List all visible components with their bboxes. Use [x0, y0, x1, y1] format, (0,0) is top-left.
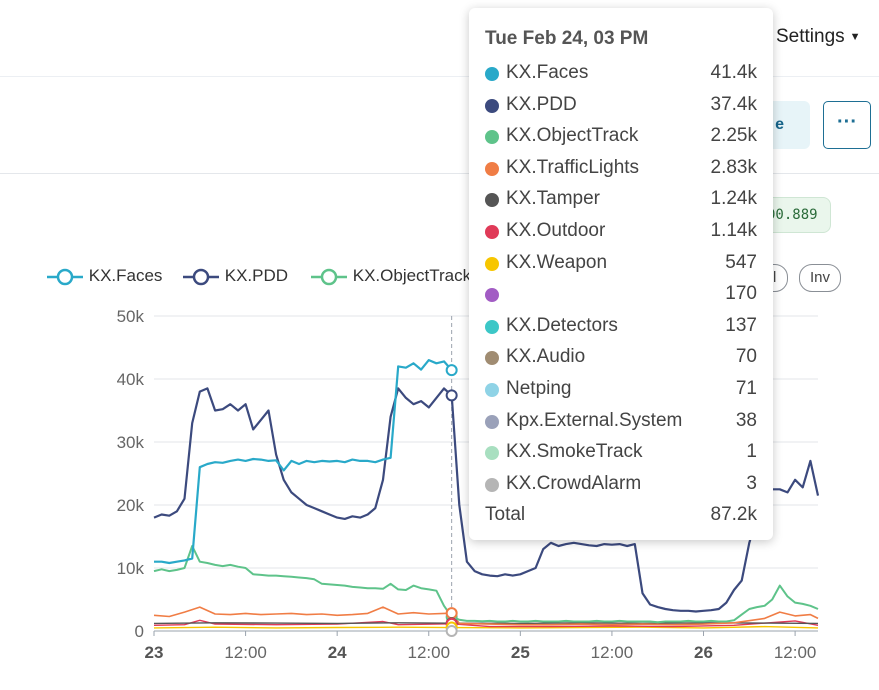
tooltip-row: KX.Outdoor 1.14k — [485, 218, 757, 248]
tooltip-row: KX.PDD 37.4k — [485, 92, 757, 122]
tooltip-row: KX.Weapon 547 — [485, 250, 757, 280]
tooltip-series-name: KX.Tamper — [506, 188, 600, 210]
series-color-dot — [485, 130, 499, 145]
tooltip-row: KX.TrafficLights 2.83k — [485, 155, 757, 185]
tooltip-series-name: KX.ObjectTrack — [506, 125, 639, 147]
x-tick-label: 26 — [694, 643, 713, 662]
x-tick-label: 12:00 — [407, 643, 450, 662]
more-options-button[interactable]: ··· — [823, 101, 871, 149]
tooltip-series-value: 3 — [746, 472, 757, 494]
series-color-dot — [485, 67, 499, 81]
y-tick-label: 50k — [117, 307, 145, 326]
tooltip-series-value: 41.4k — [710, 62, 757, 83]
y-tick-label: 0 — [135, 622, 144, 641]
tooltip-series-name: KX.PDD — [506, 93, 577, 115]
tooltip-series-value: 547 — [725, 251, 757, 273]
tooltip-row: KX.Tamper 1.24k — [485, 186, 757, 216]
tooltip-series-name: KX.Faces — [506, 62, 589, 83]
y-tick-label: 20k — [117, 496, 145, 515]
series-color-dot — [485, 193, 499, 208]
tooltip-row: KX.ObjectTrack 2.25k — [485, 123, 757, 153]
legend-label: KX.PDD — [224, 266, 289, 285]
tooltip-row: KX.CrowdAlarm 3 — [485, 471, 757, 501]
settings-label: Settings — [776, 26, 845, 47]
series-line — [153, 545, 819, 624]
tooltip-total-value: 87.2k — [710, 504, 757, 526]
tooltip-row: Kpx.External.System 38 — [485, 408, 757, 438]
hover-marker — [445, 389, 458, 402]
tooltip-series-value: 37.4k — [710, 93, 757, 115]
series-color-dot — [485, 477, 499, 492]
series-color-dot — [485, 383, 499, 397]
legend-label: KX.ObjectTrack — [352, 266, 472, 285]
series-color-dot — [485, 161, 499, 176]
x-tick-label: 12:00 — [224, 643, 267, 662]
y-tick-label: 10k — [117, 559, 145, 578]
chevron-down-icon: ▼ — [849, 30, 861, 43]
series-color-dot — [485, 351, 499, 366]
x-tick-label: 23 — [145, 643, 164, 662]
x-tick-label: 12:00 — [774, 643, 817, 662]
series-color-dot — [485, 446, 499, 461]
tooltip-series-name: KX.TrafficLights — [506, 156, 640, 178]
series-line — [153, 606, 819, 626]
x-tick-label: 12:00 — [591, 643, 634, 662]
tooltip-series-name: KX.SmokeTrack — [506, 441, 643, 463]
series-color-dot — [485, 319, 499, 334]
y-tick-label: 30k — [117, 433, 145, 452]
tooltip-series-value: 137 — [725, 314, 757, 336]
series-color-dot — [485, 288, 499, 303]
series-color-dot — [485, 414, 499, 429]
legend-item-faces[interactable]: KX.Faces — [46, 266, 162, 286]
series-line — [153, 387, 820, 613]
tooltip-row: KX.Audio 70 — [485, 344, 757, 374]
x-tick-label: 24 — [328, 643, 347, 662]
tooltip-series-name: KX.Audio — [506, 346, 586, 368]
tooltip-series-name: KX.Detectors — [506, 314, 618, 336]
x-tick-label: 25 — [511, 643, 530, 662]
legend-label: KX.Faces — [88, 266, 163, 285]
tooltip-total-row: Total 87.2k — [485, 502, 757, 532]
legend-marker-icon — [47, 268, 83, 285]
tooltip-series-name: KX.CrowdAlarm — [506, 472, 642, 494]
legend-item-pdd[interactable]: KX.PDD — [182, 266, 288, 286]
hover-marker — [445, 364, 458, 377]
tooltip-series-name: Netping — [506, 378, 572, 399]
tooltip-series-value: 38 — [735, 409, 757, 431]
tooltip-row: KX.Faces 41.4k — [485, 60, 757, 90]
y-tick-label: 40k — [117, 370, 145, 389]
tooltip-row: KX.Detectors 137 — [485, 313, 757, 343]
legend-marker-icon — [311, 268, 347, 285]
tooltip-series-name: KX.Weapon — [506, 251, 608, 273]
tooltip-series-name: Kpx.External.System — [506, 409, 683, 431]
tooltip-series-value: 2.83k — [710, 156, 757, 178]
tooltip-series-value: 70 — [735, 346, 757, 368]
tooltip-row: KX.SmokeTrack 1 — [485, 439, 757, 469]
tooltip-series-value: 2.25k — [710, 125, 757, 147]
series-color-dot — [485, 256, 499, 271]
series-color-dot — [485, 98, 499, 113]
tooltip-series-name: KX.Outdoor — [506, 220, 606, 241]
series-line — [154, 359, 453, 565]
tooltip-series-value: 71 — [735, 378, 757, 399]
hover-marker — [445, 607, 458, 620]
tooltip-series-value: 170 — [725, 283, 757, 305]
series-line — [153, 625, 819, 629]
tooltip-series-value: 1.24k — [710, 188, 757, 210]
invert-chip[interactable]: Inv — [799, 264, 841, 292]
tooltip-row: Netping 71 — [485, 376, 757, 406]
section-divider — [0, 173, 879, 174]
legend-item-objecttrack[interactable]: KX.ObjectTrack — [310, 266, 471, 286]
series-color-dot — [485, 225, 499, 239]
tooltip-series-value: 1 — [746, 441, 757, 463]
tooltip-row: 170 — [485, 281, 757, 311]
tooltip-title: Tue Feb 24, 03 PM — [485, 28, 649, 49]
settings-menu[interactable]: Settings ▼ — [776, 26, 861, 48]
hover-marker — [445, 625, 458, 637]
legend-marker-icon — [183, 268, 219, 285]
tooltip-total-label: Total — [485, 504, 526, 526]
chart-tooltip: Tue Feb 24, 03 PM KX.Faces 41.4k KX.PDD 37.… — [469, 8, 773, 540]
tooltip-series-value: 1.14k — [710, 220, 757, 241]
